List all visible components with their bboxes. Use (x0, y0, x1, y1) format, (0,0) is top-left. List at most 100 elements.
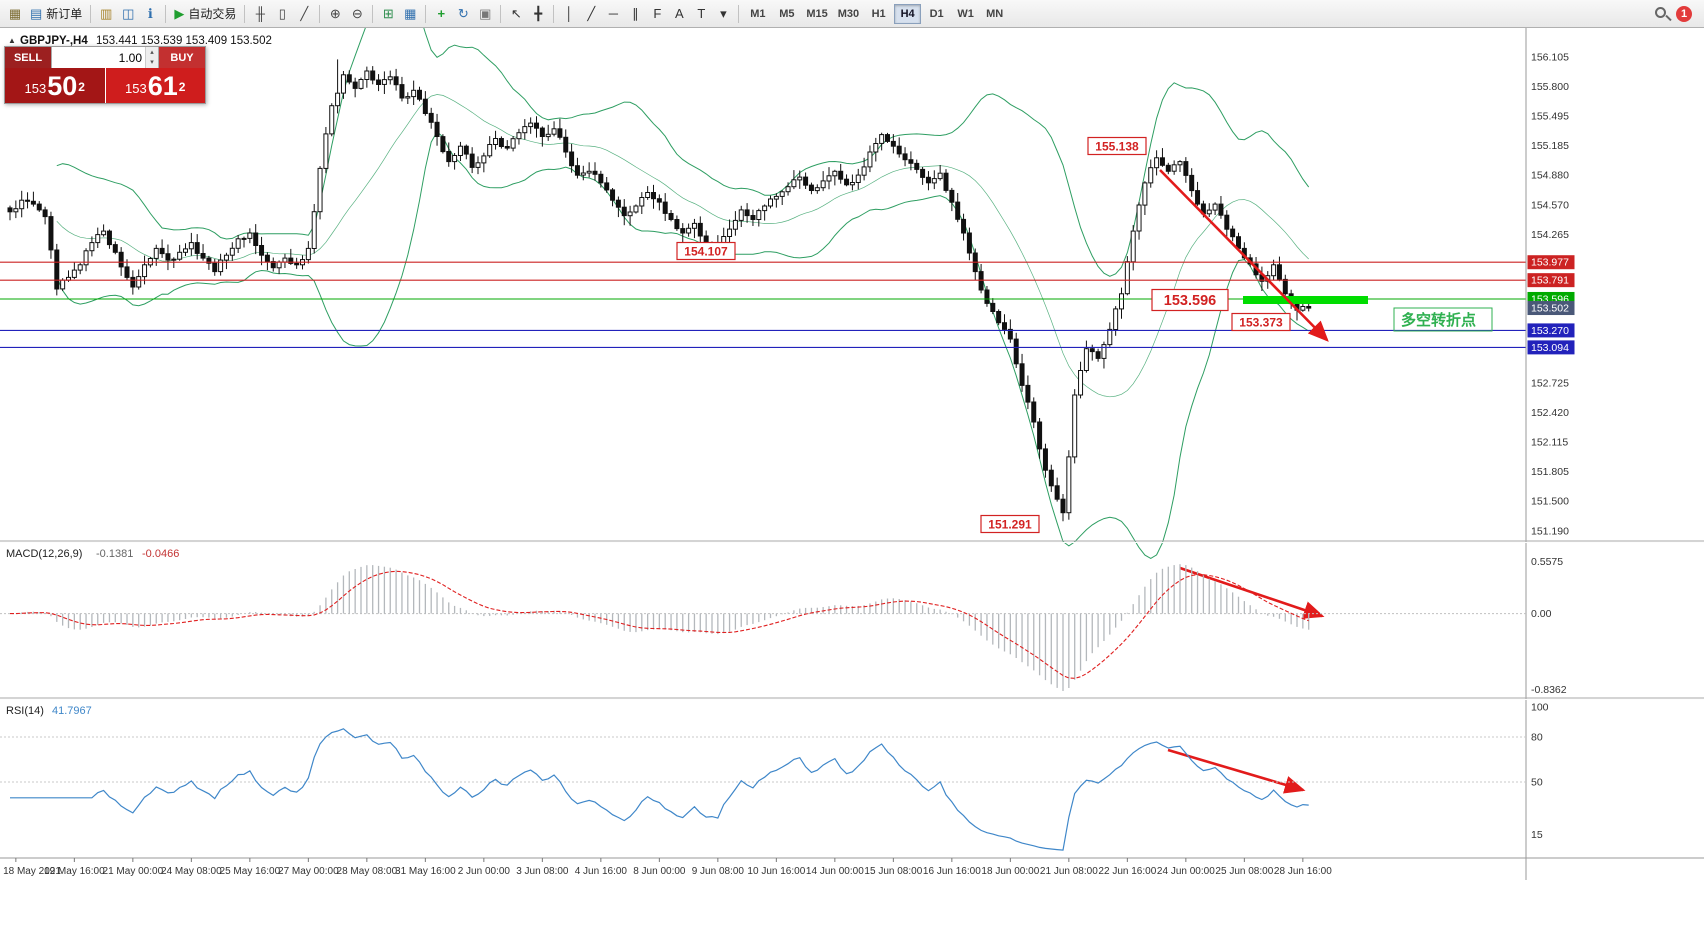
new-chart-button[interactable]: ▦ (4, 3, 26, 25)
time-axis-label: 19 May 16:00 (44, 866, 105, 877)
text-icon: A (674, 6, 684, 21)
autotrading-button[interactable]: ▶ 自动交易 (170, 3, 240, 25)
shapes-button[interactable]: ▾ (712, 3, 734, 25)
trendline-button[interactable]: ╱ (580, 3, 602, 25)
svg-text:153.373: 153.373 (1239, 315, 1283, 329)
search-button[interactable] (1655, 5, 1666, 23)
time-axis-label: 24 Jun 00:00 (1157, 866, 1215, 877)
timeframe-h4[interactable]: H4 (894, 3, 922, 24)
vertical-line-button[interactable]: │ (558, 3, 580, 25)
vertical-line-icon: │ (565, 6, 574, 21)
fibonacci-button[interactable]: F (646, 3, 668, 25)
timeframe-m1[interactable]: M1 (744, 4, 771, 24)
sell-button[interactable]: SELL (5, 47, 51, 68)
price-callout[interactable]: 154.107 (676, 241, 736, 261)
svg-text:153.270: 153.270 (1531, 325, 1569, 337)
timeframe-m30[interactable]: M30 (834, 4, 863, 24)
profiles-button[interactable]: ▥ (95, 3, 117, 25)
svg-text:多空转折点: 多空转折点 (1401, 311, 1476, 329)
trend-arrow-1[interactable] (1159, 169, 1329, 342)
channel-button[interactable]: ∥ (624, 3, 646, 25)
time-axis-label: 8 Jun 00:00 (633, 866, 686, 877)
autotrading-button-label: 自动交易 (188, 7, 237, 21)
price-callout[interactable]: 155.138 (1087, 136, 1147, 156)
indicators-button[interactable]: + (430, 3, 452, 25)
price-axis-tick: 154.880 (1531, 170, 1569, 182)
toolbar-right: 1 (1655, 5, 1700, 23)
time-axis-label: 27 May 00:00 (278, 866, 339, 877)
price-callout[interactable]: 153.373 (1231, 312, 1291, 332)
notification-badge[interactable]: 1 (1676, 5, 1692, 22)
axis-price-label: 153.270 (1527, 323, 1575, 338)
price-callout[interactable]: 153.596 (1151, 288, 1229, 312)
time-axis-label: 22 Jun 16:00 (1098, 866, 1156, 877)
bollinger-middle (56, 94, 1309, 398)
timeframe-group: M1 M5 M15 M30 H1 H4 D1 W1 MN (743, 0, 1009, 28)
trendline-icon: ╱ (587, 6, 596, 21)
macd-axis-top: 0.5575 (1531, 556, 1563, 568)
timeframe-w1[interactable]: W1 (952, 4, 979, 24)
periods-button[interactable]: ↻ (452, 3, 474, 25)
sell-price[interactable]: 153 50 2 (5, 68, 106, 103)
price-axis-tick: 151.805 (1531, 466, 1569, 478)
toolbar-divider (90, 4, 92, 23)
line-chart-button[interactable]: ╱ (293, 3, 315, 25)
horizontal-line-icon: ─ (608, 6, 618, 21)
svg-text:153.791: 153.791 (1531, 275, 1569, 287)
cursor-button[interactable]: ↖ (505, 3, 527, 25)
label-button[interactable]: T (690, 3, 712, 25)
buy-price-big: 61 (147, 71, 178, 101)
price-axis-tick: 154.265 (1531, 229, 1569, 241)
svg-text:153.502: 153.502 (1531, 303, 1569, 315)
horizontal-line-button[interactable]: ─ (602, 3, 624, 25)
price-callout[interactable]: 151.291 (980, 514, 1040, 534)
time-axis-label: 31 May 16:00 (395, 866, 456, 877)
rsi-line (10, 728, 1309, 851)
new-order-button[interactable]: ▤ 新订单 (26, 3, 86, 25)
price-axis-tick: 155.185 (1531, 140, 1569, 152)
timeframe-d1[interactable]: D1 (923, 4, 950, 24)
svg-text:155.138: 155.138 (1095, 139, 1139, 153)
trend-arrow-3[interactable] (1167, 748, 1306, 794)
time-axis-label: 24 May 08:00 (161, 866, 222, 877)
crosshair-button[interactable]: ╋ (527, 3, 549, 25)
time-axis-label: 18 May 2021 (3, 866, 61, 877)
volume-input[interactable] (52, 47, 145, 68)
chevron-down-icon: ▾ (150, 59, 154, 67)
volume-up-button[interactable]: ▴ (146, 47, 158, 58)
axis-price-label: 153.977 (1527, 255, 1575, 270)
data-window-button[interactable]: ℹ (139, 3, 161, 25)
timeframe-m5[interactable]: M5 (773, 4, 800, 24)
timeframe-m15[interactable]: M15 (802, 4, 831, 24)
macd-value-main: -0.1381 (96, 548, 133, 560)
time-axis-label: 21 May 00:00 (103, 866, 164, 877)
svg-text:151.291: 151.291 (988, 517, 1032, 531)
cascade-windows-button[interactable]: ▦ (399, 3, 421, 25)
zoom-out-icon: ⊖ (351, 6, 363, 21)
macd-value-signal: -0.0466 (142, 548, 179, 560)
tile-windows-icon: ⊞ (382, 6, 394, 21)
price-axis-tick: 155.495 (1531, 110, 1569, 122)
main-toolbar: ▦ ▤ 新订单 ▥ ◫ ℹ ▶ 自动交易 ╫ ▯ ╱ ⊕ ⊖ ⊞ ▦ + ↻ ▣ ↖ ╋ │ ╱ ─ ∥ F A T ▾ M1 M5 M1… (0, 0, 1704, 28)
candles-layer (7, 59, 1312, 522)
note-annotation[interactable]: 多空转折点 (1393, 307, 1493, 332)
sell-price-big: 50 (47, 71, 78, 101)
zoom-in-button[interactable]: ⊕ (324, 3, 346, 25)
tile-windows-button[interactable]: ⊞ (377, 3, 399, 25)
bar-chart-button[interactable]: ╫ (249, 3, 271, 25)
timeframe-h1[interactable]: H1 (865, 4, 892, 24)
market-watch-button[interactable]: ◫ (117, 3, 139, 25)
candlestick-chart-button[interactable]: ▯ (271, 3, 293, 25)
text-button[interactable]: A (668, 3, 690, 25)
volume-down-button[interactable]: ▾ (146, 57, 158, 68)
templates-button[interactable]: ▣ (474, 3, 496, 25)
symbol-marker-icon: ▲ (8, 36, 16, 45)
svg-text:154.107: 154.107 (684, 244, 728, 258)
buy-price[interactable]: 153 61 2 (105, 68, 205, 103)
support-highlight-segment[interactable] (1243, 296, 1368, 304)
buy-button[interactable]: BUY (159, 47, 205, 68)
rsi-axis-tick: 50 (1531, 777, 1543, 789)
timeframe-mn[interactable]: MN (981, 4, 1008, 24)
zoom-out-button[interactable]: ⊖ (346, 3, 368, 25)
